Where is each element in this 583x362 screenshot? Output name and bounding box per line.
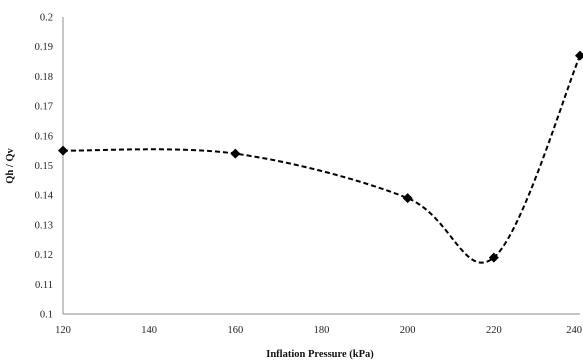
- y-tick-label: 0.17: [35, 102, 53, 113]
- y-tick-labels: 0.1 0.11 0.12 0.13 0.14 0.15 0.16 0.17 0.18 0.19 0…: [35, 13, 54, 321]
- data-markers: [58, 50, 583, 263]
- y-axis: 0.1 0.11 0.12 0.13 0.14 0.15 0.16 0.17 0.18 0.19 0…: [35, 13, 64, 321]
- y-tick-label: 0.16: [35, 131, 53, 142]
- x-tick-label: 200: [400, 325, 416, 336]
- y-tick-label: 0.14: [35, 191, 54, 202]
- y-tick-label: 0.2: [40, 13, 53, 24]
- series-line: [62, 55, 581, 264]
- y-tick-label: 0.13: [35, 220, 53, 231]
- y-axis-title: Qh / Qv: [5, 147, 16, 183]
- x-tick-label: 160: [227, 325, 243, 336]
- y-tick-label: 0.1: [40, 310, 53, 321]
- y-tick-label: 0.11: [35, 280, 53, 291]
- data-point-marker: [402, 193, 413, 204]
- x-axis: 120 140 160 180 200 220 240: [55, 313, 582, 336]
- x-axis-title: Inflation Pressure (kPa): [266, 349, 374, 360]
- x-tick-label: 120: [55, 325, 71, 336]
- data-point-marker: [488, 252, 499, 263]
- data-point-marker: [575, 50, 583, 61]
- y-tick-label: 0.12: [35, 250, 53, 261]
- x-tick-label: 140: [141, 325, 157, 336]
- data-point-marker: [58, 145, 68, 156]
- y-tick-label: 0.18: [35, 72, 53, 83]
- y-tick-label: 0.19: [35, 42, 53, 53]
- x-tick-labels: 120 140 160 180 200 220 240: [55, 325, 582, 336]
- x-tick-label: 180: [314, 325, 330, 336]
- x-tick-label: 220: [486, 325, 502, 336]
- x-tick-label: 240: [566, 325, 582, 336]
- y-tick-label: 0.15: [35, 161, 53, 172]
- data-point-marker: [230, 148, 241, 159]
